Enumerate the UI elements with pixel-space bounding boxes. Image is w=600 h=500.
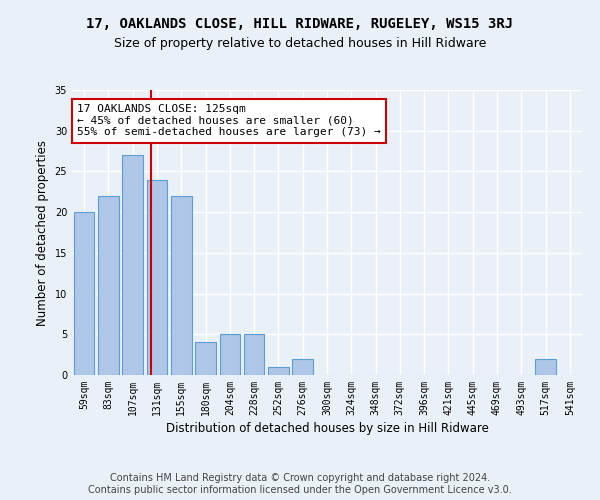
Bar — [122, 155, 143, 375]
Text: 17 OAKLANDS CLOSE: 125sqm
← 45% of detached houses are smaller (60)
55% of semi-: 17 OAKLANDS CLOSE: 125sqm ← 45% of detac… — [77, 104, 381, 138]
Bar — [171, 196, 191, 375]
Text: Contains HM Land Registry data © Crown copyright and database right 2024.
Contai: Contains HM Land Registry data © Crown c… — [88, 474, 512, 495]
Bar — [268, 367, 289, 375]
X-axis label: Distribution of detached houses by size in Hill Ridware: Distribution of detached houses by size … — [166, 422, 488, 435]
Bar — [292, 358, 313, 375]
Bar — [195, 342, 216, 375]
Bar — [146, 180, 167, 375]
Text: Size of property relative to detached houses in Hill Ridware: Size of property relative to detached ho… — [114, 38, 486, 51]
Bar — [244, 334, 265, 375]
Y-axis label: Number of detached properties: Number of detached properties — [36, 140, 49, 326]
Bar — [220, 334, 240, 375]
Bar — [74, 212, 94, 375]
Bar — [535, 358, 556, 375]
Bar — [98, 196, 119, 375]
Text: 17, OAKLANDS CLOSE, HILL RIDWARE, RUGELEY, WS15 3RJ: 17, OAKLANDS CLOSE, HILL RIDWARE, RUGELE… — [86, 18, 514, 32]
